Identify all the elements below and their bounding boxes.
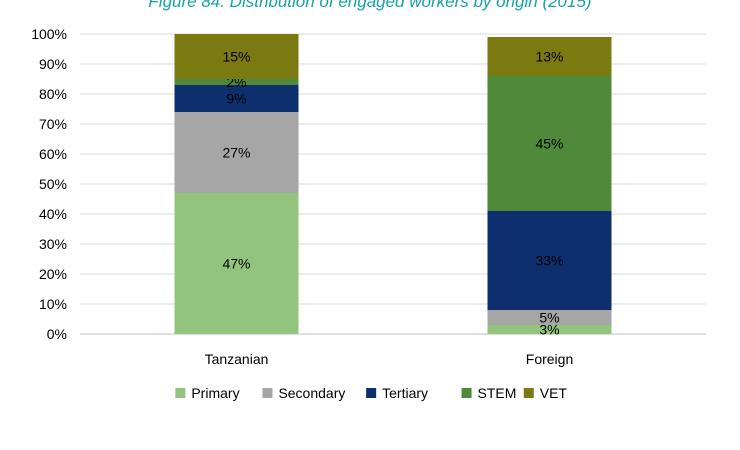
data-label: 3% [539, 322, 559, 338]
bar-segment-tertiary [487, 211, 612, 310]
y-tick-label: 30% [39, 236, 67, 252]
y-tick-label: 70% [39, 116, 67, 132]
data-label: 5% [539, 310, 559, 326]
legend-label: VET [540, 385, 568, 401]
legend-swatch-tertiary [366, 388, 377, 398]
bar-segment-vet [174, 34, 299, 79]
y-tick-label: 60% [39, 146, 67, 162]
data-label: 13% [535, 49, 563, 65]
bar-segment-secondary [487, 310, 612, 325]
legend-label: Tertiary [382, 385, 428, 401]
legend-swatch-stem [461, 388, 472, 398]
y-tick-label: 90% [39, 56, 67, 72]
y-tick-label: 50% [39, 176, 67, 192]
x-tick-label: Foreign [526, 351, 573, 367]
legend-swatch-vet [523, 388, 534, 398]
y-tick-label: 100% [31, 26, 67, 42]
legend-label: STEM [478, 385, 517, 401]
data-label: 47% [222, 256, 250, 272]
y-tick-label: 0% [47, 326, 67, 342]
chart-title: Figure 84: Distribution of engaged worke… [148, 0, 592, 11]
bar-segment-secondary [174, 112, 299, 193]
legend-swatch-primary [175, 388, 186, 398]
bar-segment-primary [174, 193, 299, 334]
data-label: 45% [535, 136, 563, 152]
data-label: 33% [535, 253, 563, 269]
x-tick-label: Tanzanian [205, 351, 269, 367]
data-label: 15% [222, 49, 250, 65]
bar-segment-stem [487, 76, 612, 211]
bar-segment-vet [487, 37, 612, 76]
legend-label: Secondary [278, 385, 345, 401]
y-tick-label: 10% [39, 296, 67, 312]
y-tick-label: 40% [39, 206, 67, 222]
bar-segment-primary [487, 325, 612, 334]
bar-segment-tertiary [174, 85, 299, 112]
data-label: 9% [226, 91, 246, 107]
legend-label: Primary [191, 385, 239, 401]
data-label: 27% [222, 145, 250, 161]
y-tick-label: 20% [39, 266, 67, 282]
bar-segment-stem [174, 79, 299, 85]
legend-swatch-secondary [262, 388, 273, 398]
y-tick-label: 80% [39, 86, 67, 102]
